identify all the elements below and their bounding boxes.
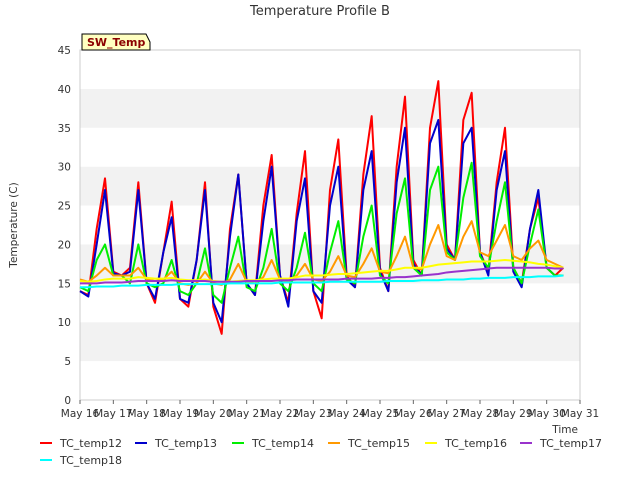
- y-tick-label: 45: [58, 45, 71, 57]
- y-axis-label: Temperature (C): [8, 182, 20, 268]
- grid-band: [80, 88, 580, 128]
- x-tick-label: May 18: [127, 408, 165, 420]
- x-tick-label: May 17: [94, 408, 132, 420]
- y-tick-label: 15: [58, 278, 71, 290]
- y-axis-ticks: 0 5 10 15 20 25 30 35 40 45: [58, 45, 71, 407]
- x-tick-label: May 31: [561, 408, 599, 420]
- legend-item-TC_temp18[interactable]: TC_temp18: [40, 454, 122, 467]
- x-tick-label: May 30: [527, 408, 565, 420]
- x-tick-label: May 27: [427, 408, 465, 420]
- series-line-TC_temp18: [80, 274, 564, 289]
- legend-item-TC_temp16[interactable]: TC_temp16: [425, 437, 507, 450]
- series-lines: [79, 80, 565, 335]
- y-tick-label: 40: [58, 84, 71, 96]
- series-line-TC_temp17: [80, 266, 564, 285]
- legend-item-TC_temp17[interactable]: TC_temp17: [520, 437, 602, 450]
- x-tick-label: May 21: [227, 408, 265, 420]
- y-tick-label: 20: [58, 239, 71, 251]
- x-tick-label: May 24: [327, 408, 366, 420]
- x-tick-label: May 20: [194, 408, 232, 420]
- series-line-TC_temp15: [79, 220, 564, 286]
- legend-label: TC_temp17: [539, 437, 602, 450]
- plot-frame: [79, 49, 581, 401]
- x-tick-label: May 19: [161, 408, 199, 420]
- legend-label: TC_temp15: [347, 437, 410, 450]
- grid-band: [80, 283, 580, 323]
- x-tick-label: May 28: [461, 408, 499, 420]
- y-tick-label: 0: [64, 395, 71, 407]
- legend-item-TC_temp12[interactable]: TC_temp12: [40, 437, 122, 450]
- legend-item-TC_temp13[interactable]: TC_temp13: [135, 437, 217, 450]
- x-tick-label: May 16: [61, 408, 100, 420]
- legend-label: TC_temp18: [59, 454, 122, 467]
- grid-band: [80, 361, 580, 400]
- legend-label: TC_temp12: [59, 437, 122, 450]
- grid-band: [80, 50, 580, 89]
- chart-title: Temperature Profile B: [249, 4, 390, 19]
- y-tick-label: 30: [58, 162, 71, 174]
- x-tick-label: May 23: [294, 408, 332, 420]
- grid-band: [80, 127, 580, 167]
- legend-label: TC_temp14: [251, 437, 314, 450]
- y-tick-label: 5: [64, 356, 71, 368]
- x-tick-label: May 26: [394, 408, 433, 420]
- x-tick-label: May 22: [261, 408, 299, 420]
- series-line-TC_temp16: [79, 259, 564, 283]
- x-tick-label: May 25: [361, 408, 399, 420]
- legend-item-TC_temp14[interactable]: TC_temp14: [232, 437, 314, 450]
- x-tick-label: May 29: [494, 408, 532, 420]
- legend-item-TC_temp15[interactable]: TC_temp15: [328, 437, 410, 450]
- y-tick-label: 35: [58, 123, 71, 135]
- x-axis-label: Time: [551, 424, 578, 436]
- legend-label: TC_temp16: [444, 437, 507, 450]
- station-badge: SW_Temp: [81, 33, 151, 51]
- legend-label: TC_temp13: [154, 437, 217, 450]
- y-tick-label: 10: [58, 317, 71, 329]
- y-tick-label: 25: [58, 201, 71, 213]
- legend: TC_temp12 TC_temp13 TC_temp14 TC_temp15 TC_t…: [40, 437, 602, 467]
- station-badge-label: SW_Temp: [87, 36, 146, 49]
- grid-band: [80, 322, 580, 362]
